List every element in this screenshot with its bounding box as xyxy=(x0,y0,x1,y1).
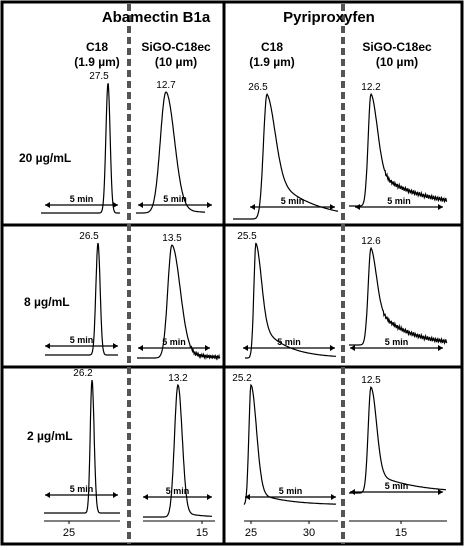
scale-bar-arrow-right xyxy=(438,204,443,210)
chromatogram-trace xyxy=(349,246,448,346)
compound-title-pyriproxyfen: Pyriproxyfen xyxy=(283,9,375,26)
concentration-label-2: 2 µg/mL xyxy=(27,429,73,443)
scale-bar-arrow-right xyxy=(438,345,443,351)
scale-bar-arrow-left xyxy=(143,494,148,500)
scale-bar-arrow-right xyxy=(113,492,118,498)
scale-bar-arrow-right xyxy=(331,494,336,500)
scale-bar-arrow-left xyxy=(355,204,360,210)
scale-bar-arrow-left xyxy=(138,202,143,208)
scale-bar-label: 5 min xyxy=(70,484,94,494)
retention-time-label: 25.2 xyxy=(232,373,252,384)
scale-bar-label: 5 min xyxy=(387,196,411,206)
chromatogram-trace xyxy=(349,92,448,207)
scale-bar-arrow-left xyxy=(245,494,250,500)
retention-time-label: 27.5 xyxy=(89,71,109,82)
retention-time-label: 26.2 xyxy=(73,368,93,379)
column-particle-c18-right: (1.9 µm) xyxy=(249,55,295,69)
retention-time-label: 13.5 xyxy=(162,233,182,244)
x-tick-label: 25 xyxy=(63,527,75,539)
column-particle-sigo-left: (10 µm) xyxy=(155,55,197,69)
chromatogram-trace xyxy=(349,386,446,494)
scale-bar-label: 5 min xyxy=(385,337,409,347)
chromatogram-trace xyxy=(45,242,118,356)
retention-time-label: 26.5 xyxy=(79,231,99,242)
scale-bar-label: 5 min xyxy=(163,194,187,204)
concentration-label-20: 20 µg/mL xyxy=(19,151,71,165)
retention-time-label: 12.2 xyxy=(361,82,381,93)
retention-time-label: 25.5 xyxy=(237,231,257,242)
scale-bar-arrow-right xyxy=(330,345,335,351)
column-header-sigo-right: SiGO-C18ec xyxy=(362,40,432,54)
x-tick-label: 25 xyxy=(245,527,257,539)
scale-bar-arrow-left xyxy=(138,345,143,351)
chromatogram-trace xyxy=(243,383,337,505)
column-header-c18-right: C18 xyxy=(261,40,283,54)
compound-title-abamectin: Abamectin B1a xyxy=(102,9,211,26)
column-header-c18-left: C18 xyxy=(86,40,108,54)
chromatogram-trace xyxy=(41,83,120,214)
retention-time-label: 12.6 xyxy=(361,236,381,247)
scale-bar-label: 5 min xyxy=(279,486,303,496)
scale-bar-arrow-right xyxy=(113,343,118,349)
scale-bar-arrow-right xyxy=(113,202,118,208)
x-tick-label: 15 xyxy=(196,527,208,539)
x-tick-label: 15 xyxy=(395,527,407,539)
scale-bar-arrow-right xyxy=(205,345,210,351)
scale-bar-arrow-right xyxy=(438,489,443,495)
scale-bar-label: 5 min xyxy=(70,335,94,345)
scale-bar-label: 5 min xyxy=(277,337,301,347)
scale-bar-arrow-left xyxy=(350,345,355,351)
chromatogram-trace xyxy=(143,383,212,518)
retention-time-label: 12.7 xyxy=(156,80,176,91)
scale-bar-arrow-right xyxy=(207,494,212,500)
abamectin-panel-frame xyxy=(0,0,226,546)
retention-time-label: 12.5 xyxy=(361,375,381,386)
scale-bar-label: 5 min xyxy=(281,196,305,206)
scale-bar-label: 5 min xyxy=(162,337,186,347)
scale-bar-label: 5 min xyxy=(385,481,409,491)
x-tick-label: 30 xyxy=(303,527,315,539)
scale-bar-arrow-left xyxy=(243,345,248,351)
scale-bar-arrow-right xyxy=(330,204,335,210)
column-header-sigo-left: SiGO-C18ec xyxy=(141,40,211,54)
scale-bar-arrow-left xyxy=(45,202,50,208)
scale-bar-label: 5 min xyxy=(70,194,94,204)
chromatogram-trace xyxy=(136,91,205,214)
retention-time-label: 13.2 xyxy=(168,373,188,384)
retention-time-label: 26.5 xyxy=(248,82,268,93)
column-particle-sigo-right: (10 µm) xyxy=(376,55,418,69)
scale-bar-arrow-left xyxy=(45,492,50,498)
column-particle-c18-left: (1.9 µm) xyxy=(74,55,120,69)
chromatogram-trace xyxy=(44,379,120,514)
scale-bar-label: 5 min xyxy=(166,486,190,496)
scale-bar-arrow-left xyxy=(45,343,50,349)
concentration-label-8: 8 µg/mL xyxy=(24,295,70,309)
chromatogram-trace xyxy=(137,244,221,361)
scale-bar-arrow-left xyxy=(350,489,355,495)
scale-bar-arrow-right xyxy=(207,202,212,208)
scale-bar-arrow-left xyxy=(250,204,255,210)
